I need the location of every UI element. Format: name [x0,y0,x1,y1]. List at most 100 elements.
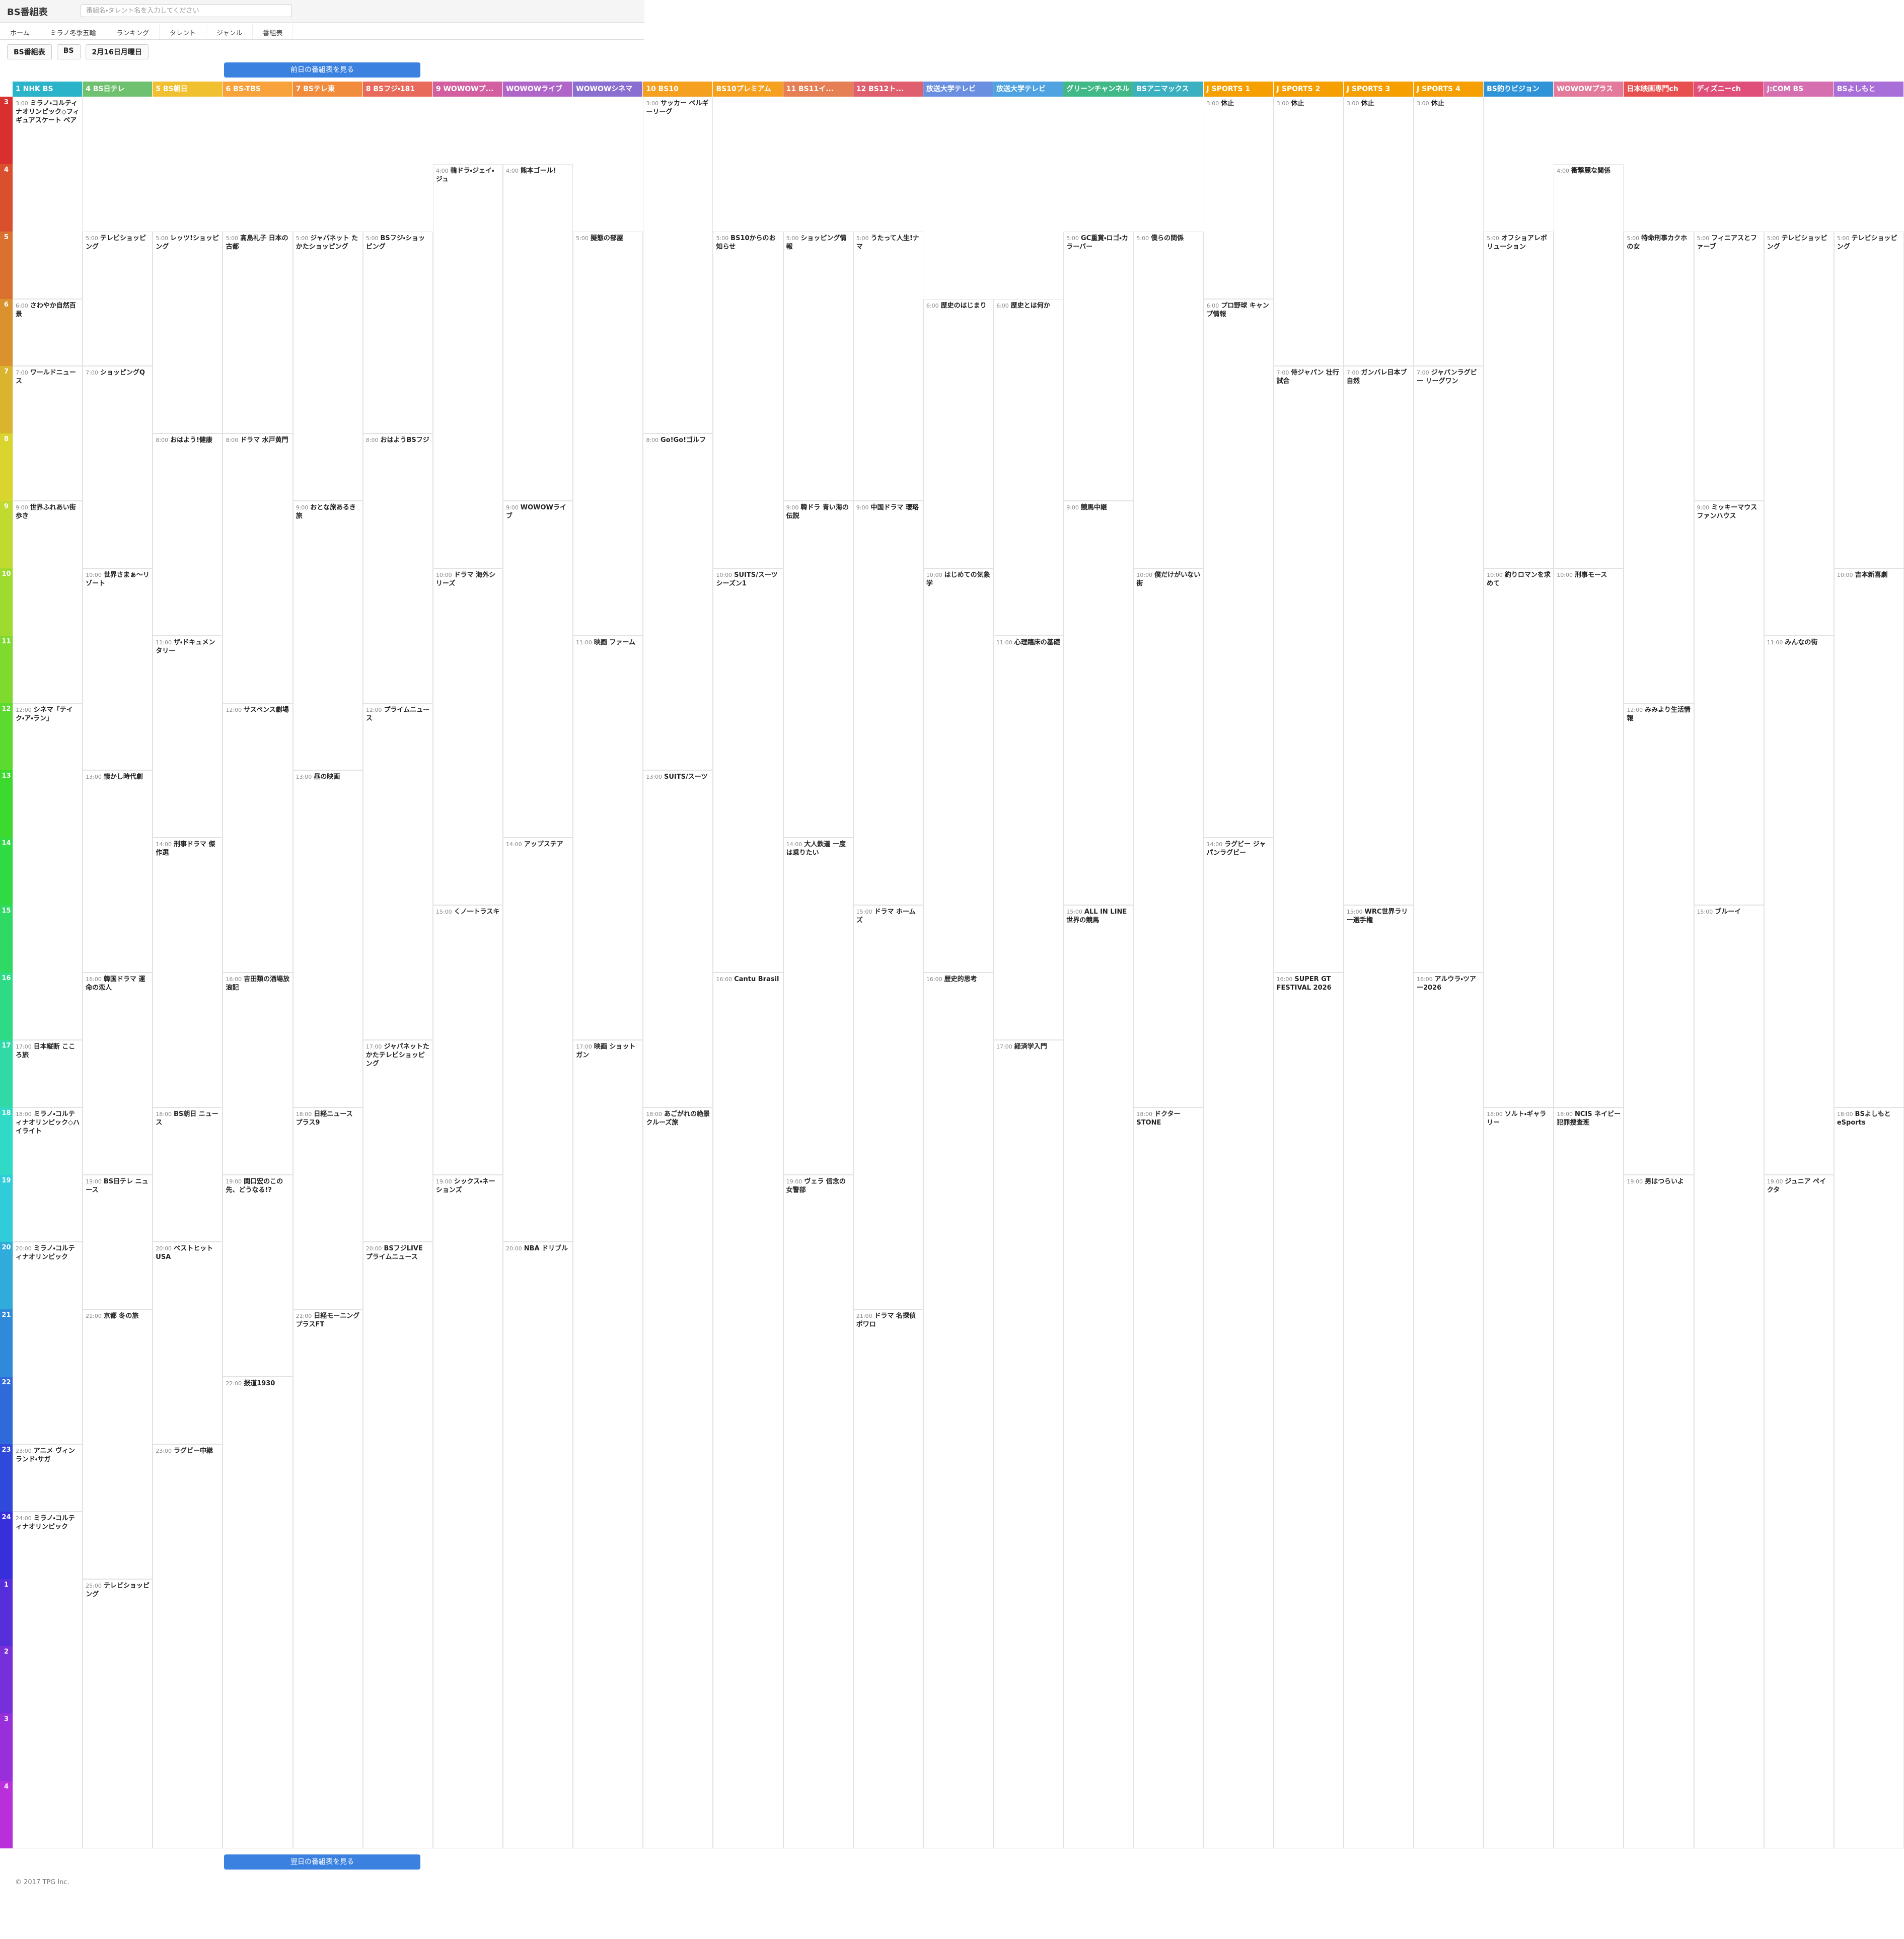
channel-name[interactable]: BS釣りビジョン [1484,82,1554,97]
channel-name[interactable]: BSよしもと [1834,82,1904,97]
program[interactable]: 5:00 レッツ!ショッピング [153,231,223,434]
program[interactable]: 19:00 ヴェラ 信念の女警部 [783,1174,853,1848]
channel-name[interactable]: 9 WOWOWプ... [432,82,503,97]
program[interactable]: 22:00 报道1930 [223,1377,293,1848]
program[interactable]: 18:00 あごがれの絶景クルーズ旅 [643,1107,713,1848]
program[interactable]: 5:00 テレビショッピング [83,231,153,366]
program[interactable]: 15:00 WRC世界ラリー選手権 [1343,905,1414,1848]
program[interactable]: 9:00 WOWOWライブ [503,501,573,838]
channel-name[interactable]: 7 BSテレ東 [292,82,363,97]
program[interactable]: 21:00 京都 冬の旅 [83,1309,153,1579]
program[interactable]: 12:00 シネマ「テイク・ア・ラン」 [13,703,83,1040]
program[interactable]: 11:00 心理臨床の基礎 [993,635,1064,1040]
program[interactable]: 19:00 BS日テレ ニュース [83,1174,153,1310]
program[interactable]: 8:00 おはよう!健康 [153,433,223,636]
program[interactable]: 9:00 おとな旅あるき旅 [292,501,363,771]
nav-item[interactable]: ホーム [0,24,40,39]
program[interactable]: 16:00 Cantu Brasil [713,973,783,1848]
program[interactable]: 10:00 世界さまぁ〜リゾート [83,568,153,771]
program[interactable]: 19:00 関口宏のこの先、どうなる!? [223,1174,293,1377]
channel-name[interactable]: ディズニーch [1694,82,1764,97]
program[interactable]: 5:00 擬態の部屋 [573,231,643,636]
channel-name[interactable]: WOWOWライブ [503,82,573,97]
program[interactable]: 6:00 歴史のはじまり [923,299,994,568]
program[interactable]: 15:00 ALL IN LINE 世界の競馬 [1063,905,1134,1848]
program[interactable]: 14:00 大人鉄道 一度は乗りたい [783,838,853,1175]
program[interactable]: 5:00 特命刑事カクホの女 [1624,231,1694,703]
nav-item[interactable]: 番組表 [253,24,294,39]
program[interactable]: 15:00 ドラマ ホームズ [853,905,923,1310]
program[interactable]: 9:00 ミッキーマウス ファンハウス [1694,501,1764,906]
program[interactable]: 11:00 映画 ファーム [573,635,643,1040]
channel-name[interactable]: 8 BSフジ・181 [362,82,433,97]
program[interactable]: 5:00 ショッピング情報 [783,231,853,501]
program[interactable]: 3:00 休止 [1413,97,1484,366]
program[interactable]: 7:00 ガンバレ日本ブ自然 [1343,366,1414,906]
selector[interactable]: 2月16日月曜日 [85,44,149,59]
program[interactable]: 24:00 ミラノ・コルティナオリンピック [13,1511,83,1848]
program[interactable]: 4:00 韓ドラ・ジェイ・ジュ [432,164,503,568]
program[interactable]: 18:00 BS朝日 ニュース [153,1107,223,1242]
program[interactable]: 4:00 熊本ゴール! [503,164,573,501]
program[interactable]: 10:00 ドラマ 海外シリーズ [432,568,503,906]
program[interactable]: 9:00 競馬中継 [1063,501,1134,906]
program[interactable]: 17:00 ジャパネットたかたテレビショッピング [362,1039,433,1242]
program[interactable]: 3:00 休止 [1273,97,1344,366]
program[interactable]: 5:00 ジャパネット たかたショッピング [292,231,363,501]
program[interactable]: 12:00 みみより生活情報 [1624,703,1694,1175]
program[interactable]: 19:00 ジュニア ペイクタ [1764,1174,1834,1848]
channel-name[interactable]: WOWOWシネマ [573,82,643,97]
program[interactable]: 23:00 アニメ ヴィンランド・サガ [13,1444,83,1512]
channel-name[interactable]: J SPORTS 2 [1273,82,1344,97]
program[interactable]: 20:00 ベストヒットUSA [153,1242,223,1444]
program[interactable]: 12:00 サスペンス劇場 [223,703,293,973]
program[interactable]: 19:00 男はつらいよ [1624,1174,1694,1848]
program[interactable]: 13:00 昼の映画 [292,770,363,1107]
program[interactable]: 14:00 ラグビー ジャパンラグビー [1203,838,1274,1848]
program[interactable]: 8:00 ドラマ 水戸黄門 [223,433,293,703]
next-button[interactable]: 翌日の番組表を見る [224,1854,420,1870]
program[interactable]: 5:00 フィニアスとファーブ [1694,231,1764,501]
prev-button[interactable]: 前日の番組表を見る [224,62,420,78]
program[interactable]: 6:00 プロ野球 キャンプ情報 [1203,299,1274,838]
program[interactable]: 13:00 SUITS/スーツ [643,770,713,1107]
channel-name[interactable]: 4 BS日テレ [83,82,153,97]
program[interactable]: 4:00 衝撃麗な関係 [1554,164,1624,568]
program[interactable]: 5:00 テレビショッピング [1834,231,1904,568]
nav-item[interactable]: ミラノ冬季五輪 [40,24,107,39]
channel-name[interactable]: グリーンチャンネル [1063,82,1134,97]
program[interactable]: 16:00 アルウラ・ツアー2026 [1413,973,1484,1848]
program[interactable]: 18:00 NCIS ネイビー犯罪捜査班 [1554,1107,1624,1848]
program[interactable]: 18:00 日経ニュース プラス9 [292,1107,363,1310]
program[interactable]: 10:00 SUITS/スーツ シーズン1 [713,568,783,973]
program[interactable]: 19:00 シックス・ネーションズ [432,1174,503,1848]
program[interactable]: 17:00 経済学入門 [993,1039,1064,1848]
program[interactable]: 3:00 休止 [1343,97,1414,366]
program[interactable]: 16:00 SUPER GT FESTIVAL 2026 [1273,973,1344,1848]
program[interactable]: 25:00 テレビショッピング [83,1579,153,1848]
program[interactable]: 5:00 GC重賞・ロゴ・カラーバー [1063,231,1134,501]
program[interactable]: 21:00 ドラマ 名探偵ポワロ [853,1309,923,1848]
program[interactable]: 10:00 僕だけがいない街 [1133,568,1204,1107]
program[interactable]: 5:00 テレビショッピング [1764,231,1834,636]
program[interactable]: 15:00 ブルーイ [1694,905,1764,1848]
channel-name[interactable]: 6 BS-TBS [223,82,293,97]
program[interactable]: 6:00 歴史とは何か [993,299,1064,636]
channel-name[interactable]: 10 BS10 [643,82,713,97]
program[interactable]: 10:00 吉本新喜劇 [1834,568,1904,1107]
program[interactable]: 5:00 高島礼子 日本の古都 [223,231,293,434]
channel-name[interactable]: 5 BS朝日 [153,82,223,97]
program[interactable]: 18:00 ソルト・ギャラリー [1484,1107,1554,1848]
channel-name[interactable]: J SPORTS 4 [1413,82,1484,97]
program[interactable]: 7:00 侍ジャパン 壮行試合 [1273,366,1344,973]
program[interactable]: 6:00 さわやか自然百景 [13,299,83,366]
channel-name[interactable]: 放送大学テレビ [923,82,994,97]
program[interactable]: 20:00 NBA ドリブル [503,1242,573,1848]
program[interactable]: 9:00 世界ふれあい街歩き [13,501,83,703]
program[interactable]: 17:00 日本縦断 こころ旅 [13,1039,83,1107]
program[interactable]: 3:00 休止 [1203,97,1274,299]
program[interactable]: 7:00 ショッピングQ [83,366,153,568]
program[interactable]: 5:00 オフショアレボリューション [1484,231,1554,568]
channel-name[interactable]: 11 BS11イ... [783,82,853,97]
program[interactable]: 11:00 みんなの街 [1764,635,1834,1175]
